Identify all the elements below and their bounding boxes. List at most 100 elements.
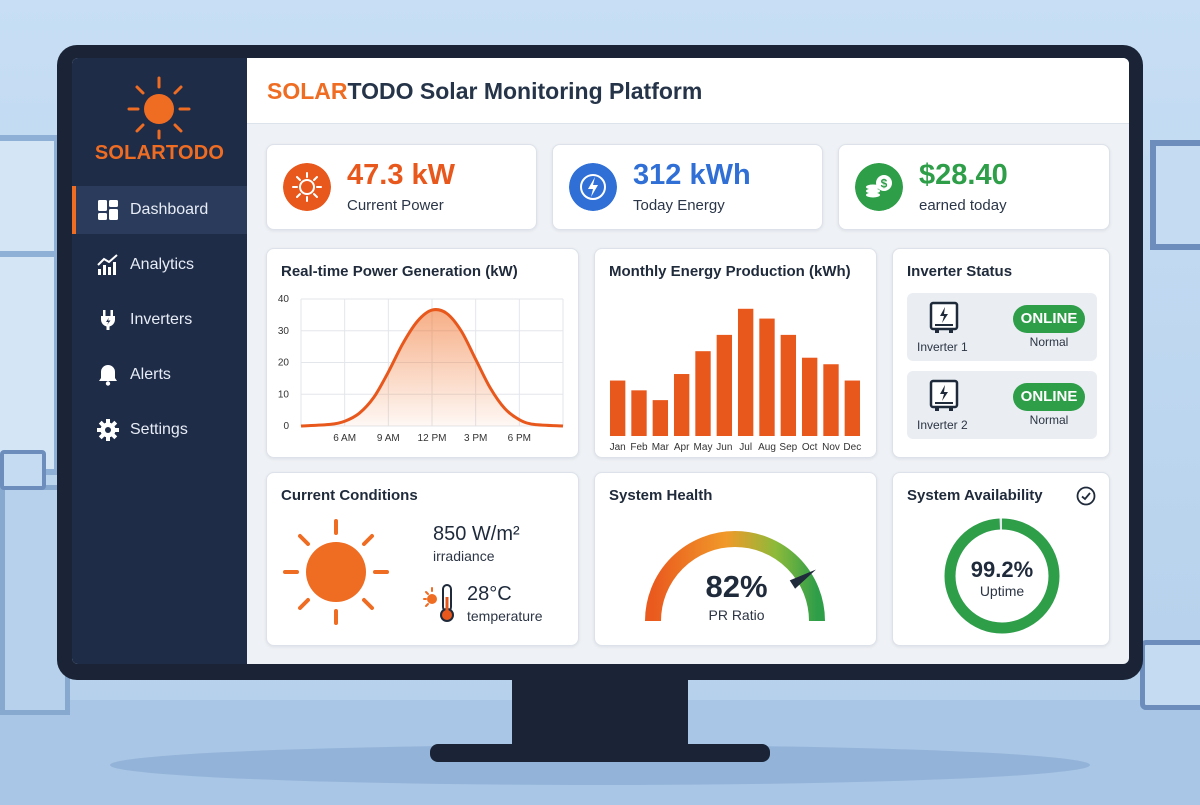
system-health-card: System Health 82% PR Ratio (594, 472, 877, 646)
sidebar-item-label: Dashboard (130, 201, 209, 218)
sidebar-item-alerts[interactable]: Alerts (72, 351, 247, 399)
x-tick-label: Dec (843, 442, 861, 453)
card-title: Inverter Status (907, 263, 1013, 280)
monitor-stand-base (430, 744, 770, 762)
kpi-label: earned today (919, 197, 1007, 214)
inverter-icon (929, 301, 959, 333)
background-plant-pot (1140, 640, 1200, 710)
kpi-label: Current Power (347, 197, 444, 214)
temperature-value: 28°C (467, 583, 512, 605)
kpi-card-earned-today[interactable]: $ $28.40 earned today (838, 144, 1110, 230)
kpi-value: $28.40 (919, 159, 1008, 191)
check-circle-icon (1076, 486, 1096, 506)
x-tick-label: 6 AM (333, 433, 356, 444)
sidebar-item-settings[interactable]: Settings (72, 406, 247, 454)
sidebar-item-label: Inverters (130, 311, 193, 328)
health-gauge (645, 531, 825, 622)
availability-ring (944, 518, 1060, 634)
availability-ring-arc (944, 518, 1060, 634)
x-tick-label: 6 PM (508, 433, 531, 444)
coins-icon: $ (855, 163, 903, 211)
title-brand-todo: TODO (347, 78, 414, 104)
y-tick-label: 20 (278, 358, 290, 369)
y-tick-label: 0 (283, 421, 289, 432)
sidebar-item-label: Analytics (130, 256, 195, 273)
inverter-icon (929, 379, 959, 411)
inverter-item[interactable]: Inverter 2 ONLINE Normal (907, 371, 1097, 439)
card-title: System Availability (907, 487, 1043, 504)
sidebar: SOLARTODO Dashboard Analytics (72, 58, 247, 664)
monthly-energy-card: Monthly Energy Production (kWh) Jan Feb Ma… (594, 248, 877, 458)
bar-sep (780, 334, 797, 436)
sun-icon (283, 163, 331, 211)
y-tick-label: 40 (278, 294, 290, 305)
card-title: Real-time Power Generation (kW) (281, 263, 518, 280)
lightning-icon (569, 163, 617, 211)
inverter-state: Normal (1029, 335, 1069, 349)
inverter-item[interactable]: Inverter 1 ONLINE Normal (907, 293, 1097, 361)
kpi-label: Today Energy (633, 197, 725, 214)
x-tick-label: Aug (758, 442, 776, 453)
status-badge: ONLINE (1013, 383, 1085, 411)
inverter-name: Inverter 1 (917, 340, 968, 354)
bar-aug (759, 318, 775, 436)
sidebar-brand: SOLARTODO (72, 142, 247, 165)
power-area (301, 309, 563, 426)
bar-dec (844, 380, 861, 436)
bar-feb (631, 390, 647, 436)
x-tick-label: Nov (822, 442, 840, 453)
status-badge: ONLINE (1013, 305, 1085, 333)
bar-oct (801, 357, 818, 436)
x-tick-label: 9 AM (377, 433, 400, 444)
background-picture-frame (1150, 140, 1200, 250)
y-tick-label: 30 (278, 326, 290, 337)
x-tick-label: Apr (674, 442, 690, 453)
inverter-state: Normal (1029, 413, 1069, 427)
sidebar-nav: Dashboard Analytics Inverters (72, 186, 247, 461)
card-title: System Health (609, 487, 713, 504)
bar-may (695, 351, 711, 436)
gauge-needle (789, 569, 817, 589)
bar-apr (673, 374, 690, 436)
x-tick-label: Jan (610, 442, 626, 453)
gear-icon (97, 419, 119, 441)
bell-icon (99, 365, 117, 386)
kpi-card-today-energy[interactable]: 312 kWh Today Energy (552, 144, 823, 230)
title-text: Solar Monitoring Platform (419, 78, 703, 104)
title-brand-solar: SOLAR (267, 78, 348, 104)
background-window (0, 135, 60, 475)
brand-part-solar: SOLAR (94, 142, 166, 164)
kpi-value: 312 kWh (633, 159, 751, 191)
x-tick-label: Mar (652, 442, 670, 453)
y-tick-label: 10 (278, 389, 290, 400)
health-label: PR Ratio (708, 607, 765, 623)
card-title: Monthly Energy Production (kWh) (609, 263, 851, 280)
kpi-card-current-power[interactable]: 47.3 kW Current Power (266, 144, 537, 230)
sidebar-item-label: Alerts (130, 366, 171, 383)
x-tick-label: Feb (630, 442, 648, 453)
x-tick-label: May (694, 442, 713, 453)
x-tick-label: Jul (739, 442, 752, 453)
sidebar-item-inverters[interactable]: Inverters (72, 296, 247, 344)
inverter-status-card: Inverter Status Inverter 1 ONLINE Normal… (892, 248, 1110, 458)
bar-jul (737, 308, 754, 436)
realtime-power-card: Real-time Power Generation (kW) 0 10 20 30 4… (266, 248, 579, 458)
current-conditions-card: Current Conditions 850 W/m² irradiance 2… (266, 472, 579, 646)
svg-text:$: $ (881, 177, 888, 191)
sidebar-item-label: Settings (130, 421, 188, 438)
bar-jan (609, 380, 626, 436)
system-availability-card: System Availability 99.2% Uptime (892, 472, 1110, 646)
sidebar-item-dashboard[interactable]: Dashboard (72, 186, 247, 234)
bar-jun (716, 334, 733, 436)
card-title: Current Conditions (281, 487, 418, 504)
dashboard-icon (98, 200, 118, 220)
brand-part-todo: TODO (165, 142, 225, 164)
sidebar-item-analytics[interactable]: Analytics (72, 241, 247, 289)
x-tick-label: Oct (802, 442, 818, 453)
irradiance-value: 850 W/m² (433, 523, 520, 545)
temperature-label: temperature (467, 608, 543, 624)
chart-icon (97, 254, 118, 275)
screen: SOLARTODO Dashboard Analytics (72, 58, 1129, 664)
x-tick-label: Jun (716, 442, 732, 453)
availability-label: Uptime (979, 583, 1025, 599)
